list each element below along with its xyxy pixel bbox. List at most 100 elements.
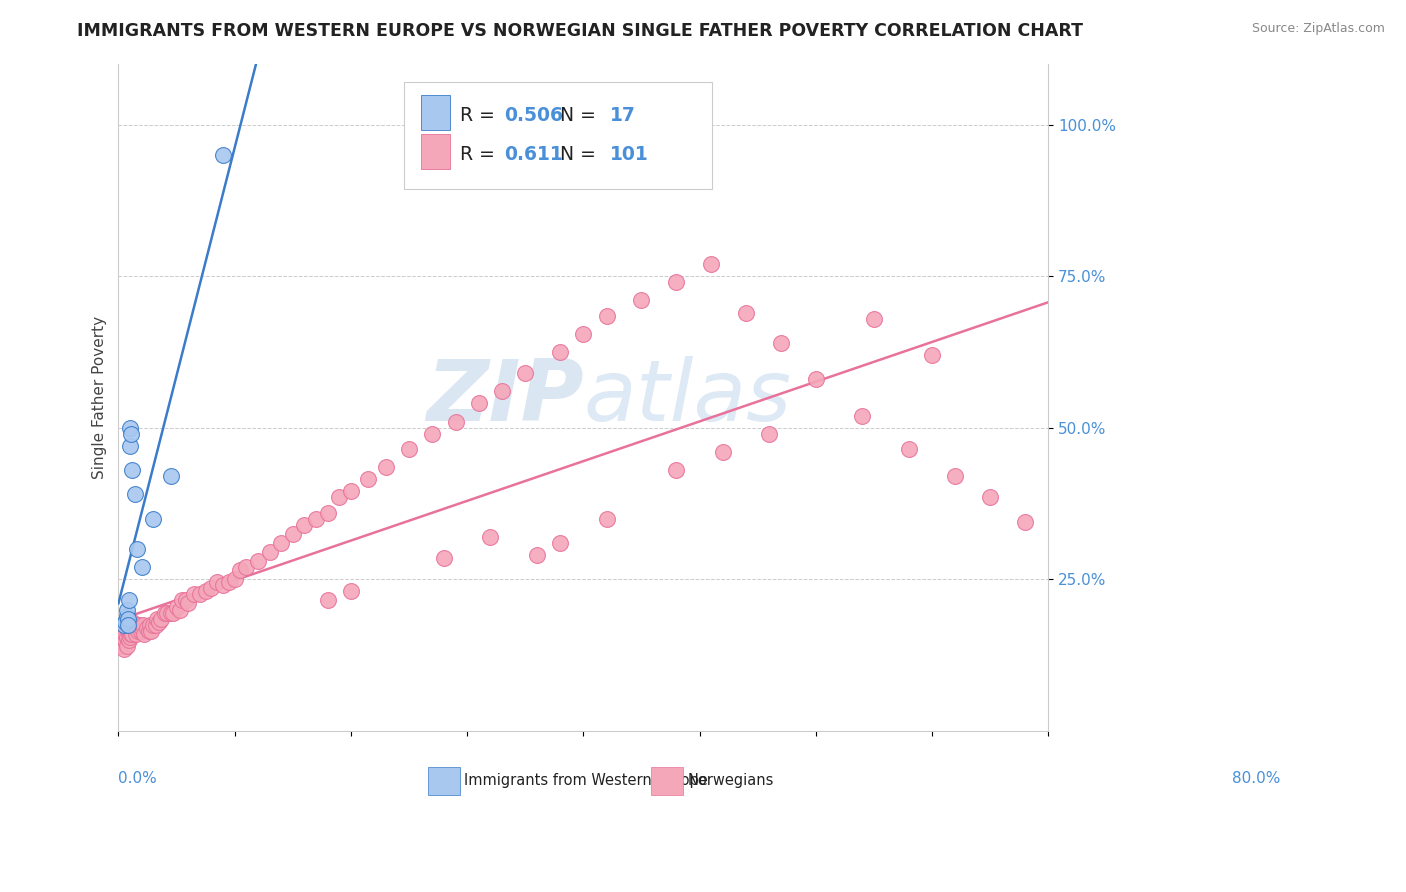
Point	[224, 572, 246, 586]
Point	[374, 460, 396, 475]
Text: 0.0%: 0.0%	[118, 771, 157, 786]
Point	[117, 617, 139, 632]
Point	[169, 602, 191, 616]
Point	[172, 593, 194, 607]
Text: 80.0%: 80.0%	[1233, 771, 1281, 786]
Point	[110, 630, 132, 644]
Point	[125, 621, 148, 635]
Point	[162, 606, 184, 620]
Point	[188, 587, 211, 601]
Point	[229, 563, 252, 577]
Point	[166, 599, 188, 614]
Point	[294, 517, 316, 532]
Point	[200, 582, 222, 596]
Point	[804, 372, 827, 386]
Point	[120, 630, 142, 644]
Point	[246, 554, 269, 568]
Text: 101: 101	[610, 145, 650, 163]
Point	[270, 536, 292, 550]
Point	[118, 632, 141, 647]
Point	[114, 632, 136, 647]
Point	[120, 627, 142, 641]
Point	[491, 384, 513, 399]
Point	[159, 469, 181, 483]
FancyBboxPatch shape	[404, 82, 711, 189]
Point	[150, 612, 173, 626]
Point	[118, 624, 141, 638]
Point	[281, 526, 304, 541]
Point	[194, 584, 217, 599]
Point	[145, 617, 167, 632]
FancyBboxPatch shape	[651, 767, 683, 795]
Point	[118, 593, 141, 607]
Point	[515, 366, 537, 380]
Text: N =: N =	[548, 145, 602, 163]
Point	[572, 326, 595, 341]
Point	[117, 617, 139, 632]
FancyBboxPatch shape	[420, 95, 450, 130]
Point	[121, 463, 143, 477]
Point	[177, 597, 200, 611]
Point	[131, 621, 153, 635]
FancyBboxPatch shape	[420, 134, 450, 169]
Point	[235, 560, 257, 574]
Text: Norwegians: Norwegians	[688, 773, 773, 789]
Point	[112, 624, 135, 638]
Point	[420, 426, 443, 441]
Point	[136, 621, 159, 635]
Text: atlas: atlas	[583, 356, 792, 439]
Point	[943, 469, 966, 483]
Point	[142, 617, 165, 632]
Text: R =: R =	[460, 145, 501, 163]
Point	[121, 627, 143, 641]
Point	[398, 442, 420, 456]
Point	[316, 593, 339, 607]
FancyBboxPatch shape	[427, 767, 460, 795]
Point	[630, 293, 652, 308]
Point	[124, 617, 146, 632]
Point	[127, 624, 149, 638]
Point	[212, 148, 235, 162]
Point	[114, 627, 136, 641]
Point	[479, 530, 502, 544]
Point	[125, 627, 148, 641]
Point	[115, 630, 138, 644]
Point	[183, 587, 205, 601]
Point	[218, 575, 240, 590]
Point	[316, 506, 339, 520]
Y-axis label: Single Father Poverty: Single Father Poverty	[93, 316, 107, 479]
Point	[212, 578, 235, 592]
Point	[112, 636, 135, 650]
Point	[129, 624, 152, 638]
Point	[328, 491, 350, 505]
Point	[357, 472, 380, 486]
Point	[122, 621, 145, 635]
Point	[340, 584, 363, 599]
Point	[444, 415, 467, 429]
Point	[548, 536, 571, 550]
Point	[548, 345, 571, 359]
Point	[665, 275, 688, 289]
Text: R =: R =	[460, 106, 501, 125]
Point	[111, 627, 134, 641]
Point	[138, 624, 160, 638]
Point	[115, 608, 138, 623]
Point	[112, 617, 135, 632]
Point	[979, 491, 1001, 505]
Text: Immigrants from Western Europe: Immigrants from Western Europe	[464, 773, 709, 789]
Point	[433, 551, 456, 566]
Text: ZIP: ZIP	[426, 356, 583, 439]
Point	[595, 511, 617, 525]
Text: N =: N =	[548, 106, 602, 125]
Point	[207, 575, 229, 590]
Point	[115, 639, 138, 653]
Text: IMMIGRANTS FROM WESTERN EUROPE VS NORWEGIAN SINGLE FATHER POVERTY CORRELATION CH: IMMIGRANTS FROM WESTERN EUROPE VS NORWEG…	[77, 22, 1084, 40]
Point	[863, 311, 886, 326]
Point	[735, 305, 758, 319]
Point	[665, 463, 688, 477]
Point	[124, 487, 146, 501]
Point	[758, 426, 780, 441]
Point	[120, 439, 142, 453]
Point	[174, 593, 197, 607]
Point	[112, 642, 135, 657]
